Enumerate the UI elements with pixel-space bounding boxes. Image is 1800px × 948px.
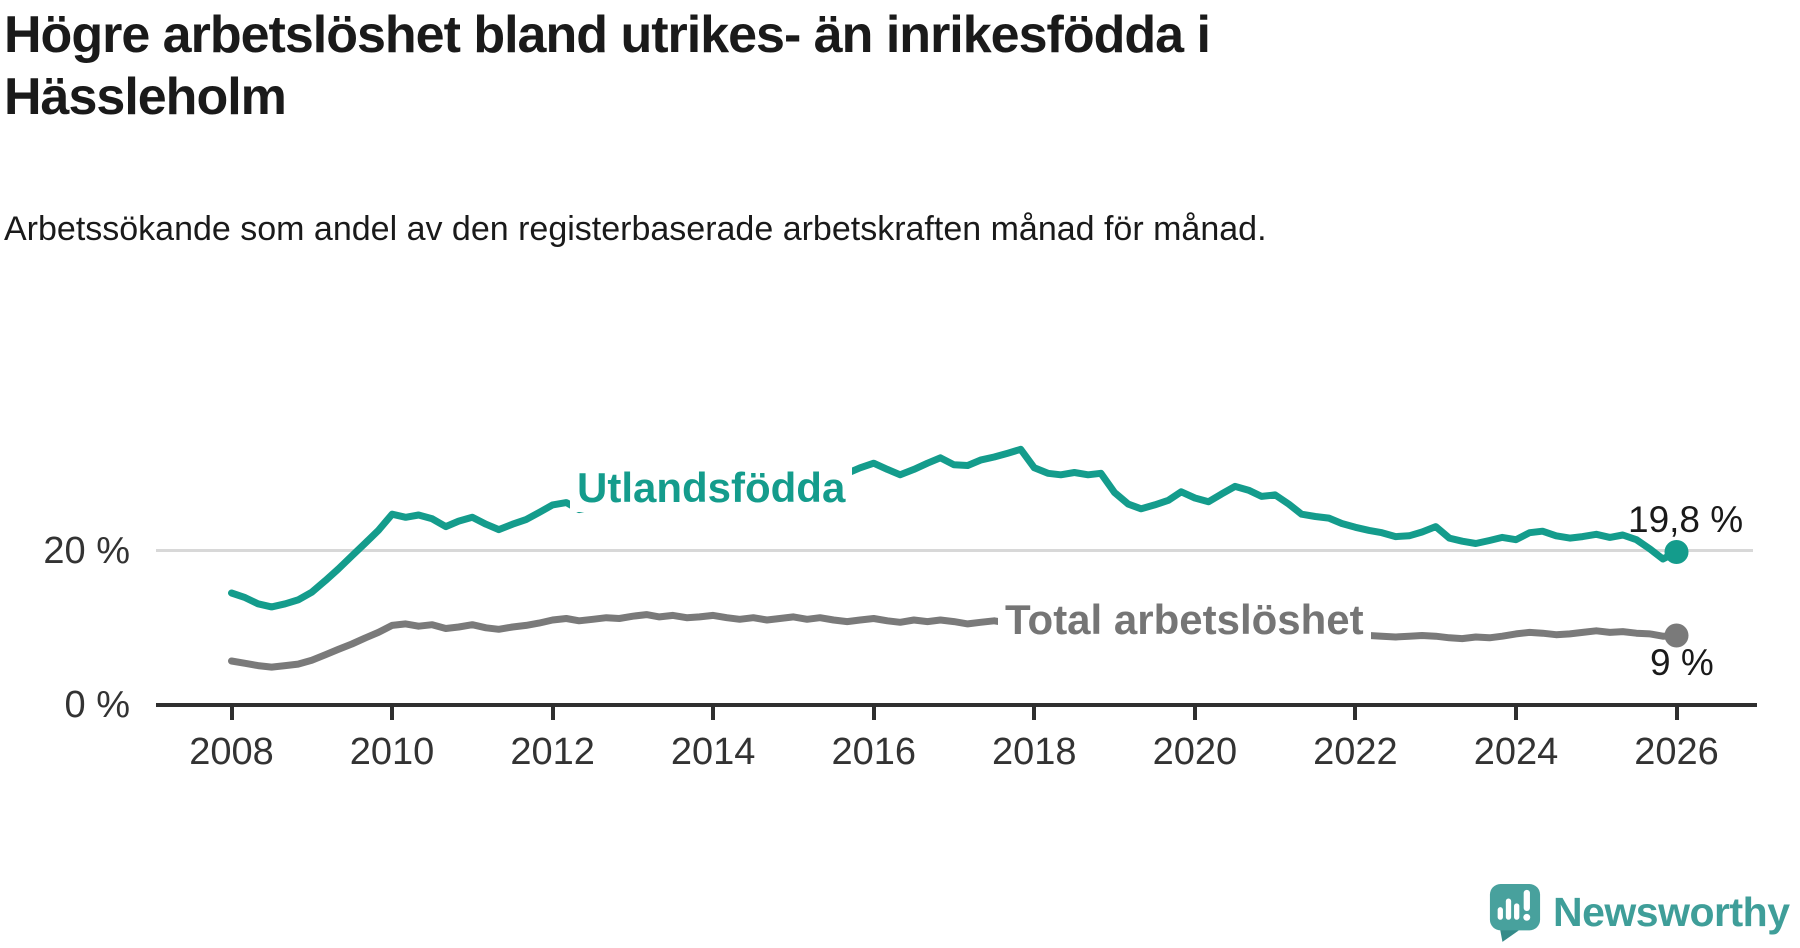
x-tick-label-2026: 2026: [1634, 731, 1719, 773]
x-tick-label-2014: 2014: [670, 731, 756, 773]
y-tick-label-0: 0 %: [64, 684, 130, 726]
x-tick-2014: [711, 707, 716, 720]
x-tick-2024: [1513, 707, 1518, 720]
x-tick-label-2012: 2012: [510, 731, 595, 773]
y-tick-label-20: 20 %: [43, 529, 130, 572]
series-end-dot-0: [1664, 540, 1689, 564]
newsworthy-bubble-chart-icon: [1489, 884, 1541, 942]
series-label-total-arbetsloshet: Total arbetslöshet: [998, 596, 1371, 644]
newsworthy-logo: Newsworthy: [1488, 880, 1790, 944]
series-end-dot-1: [1664, 623, 1689, 648]
x-axis-line: [156, 703, 1757, 707]
x-tick-2018: [1032, 707, 1037, 720]
x-tick-label-2020: 2020: [1152, 731, 1238, 773]
x-tick-label-2016: 2016: [831, 731, 916, 773]
x-tick-2012: [550, 707, 555, 720]
end-value-label-utlandsfodda: 19,8 %: [1628, 499, 1744, 540]
bubble-tail: [1499, 926, 1519, 942]
series-line-0: [228, 445, 1680, 611]
x-tick-label-2010: 2010: [349, 731, 435, 773]
series-line-1: [228, 611, 1680, 671]
x-tick-2016: [871, 707, 876, 720]
gridline-20: [156, 549, 1753, 552]
page-title: Högre arbetslöshet bland utrikes- än inr…: [4, 6, 1211, 127]
end-value-label-total: 9 %: [1650, 642, 1714, 683]
x-tick-label-2024: 2024: [1473, 731, 1559, 773]
x-tick-label-2018: 2018: [992, 731, 1077, 773]
x-tick-2026: [1674, 707, 1679, 720]
newsworthy-wordmark: Newsworthy: [1553, 888, 1790, 935]
page-subtitle: Arbetssökande som andel av den registerb…: [4, 210, 1267, 248]
series-label-utlandsfodda: Utlandsfödda: [570, 464, 853, 512]
x-tick-2010: [390, 707, 395, 720]
x-tick-2008: [229, 707, 234, 720]
x-tick-2020: [1192, 707, 1197, 720]
x-tick-label-2022: 2022: [1313, 731, 1398, 773]
x-tick-2022: [1353, 707, 1358, 720]
x-tick-label-2008: 2008: [189, 731, 274, 773]
